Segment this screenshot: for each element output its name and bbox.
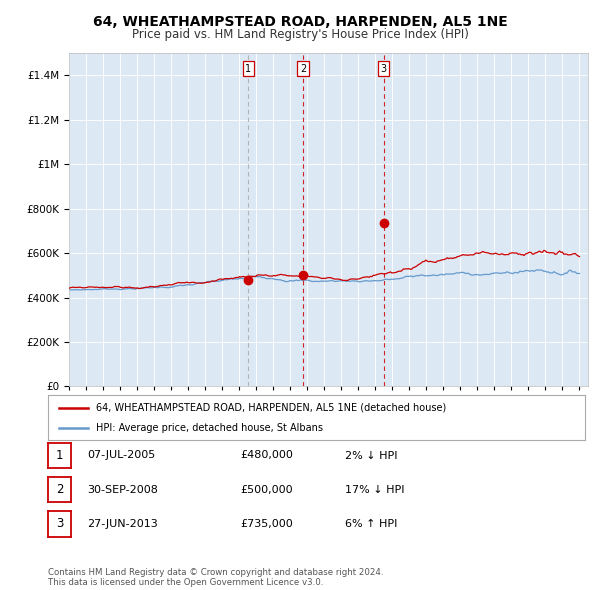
Text: 6% ↑ HPI: 6% ↑ HPI [345, 519, 397, 529]
Text: 1: 1 [245, 64, 251, 74]
Text: Price paid vs. HM Land Registry's House Price Index (HPI): Price paid vs. HM Land Registry's House … [131, 28, 469, 41]
Text: 64, WHEATHAMPSTEAD ROAD, HARPENDEN, AL5 1NE: 64, WHEATHAMPSTEAD ROAD, HARPENDEN, AL5 … [92, 15, 508, 29]
Text: 3: 3 [56, 517, 63, 530]
Text: 1: 1 [56, 449, 63, 462]
Text: HPI: Average price, detached house, St Albans: HPI: Average price, detached house, St A… [97, 424, 323, 434]
Text: 07-JUL-2005: 07-JUL-2005 [87, 451, 155, 460]
Text: 30-SEP-2008: 30-SEP-2008 [87, 485, 158, 494]
Text: 27-JUN-2013: 27-JUN-2013 [87, 519, 158, 529]
Text: 17% ↓ HPI: 17% ↓ HPI [345, 485, 404, 494]
Text: 2: 2 [56, 483, 63, 496]
Text: £480,000: £480,000 [240, 451, 293, 460]
Text: £735,000: £735,000 [240, 519, 293, 529]
Text: 64, WHEATHAMPSTEAD ROAD, HARPENDEN, AL5 1NE (detached house): 64, WHEATHAMPSTEAD ROAD, HARPENDEN, AL5 … [97, 403, 446, 412]
Text: 3: 3 [380, 64, 386, 74]
Text: Contains HM Land Registry data © Crown copyright and database right 2024.
This d: Contains HM Land Registry data © Crown c… [48, 568, 383, 587]
Text: 2% ↓ HPI: 2% ↓ HPI [345, 451, 398, 460]
Text: £500,000: £500,000 [240, 485, 293, 494]
Text: 2: 2 [300, 64, 306, 74]
